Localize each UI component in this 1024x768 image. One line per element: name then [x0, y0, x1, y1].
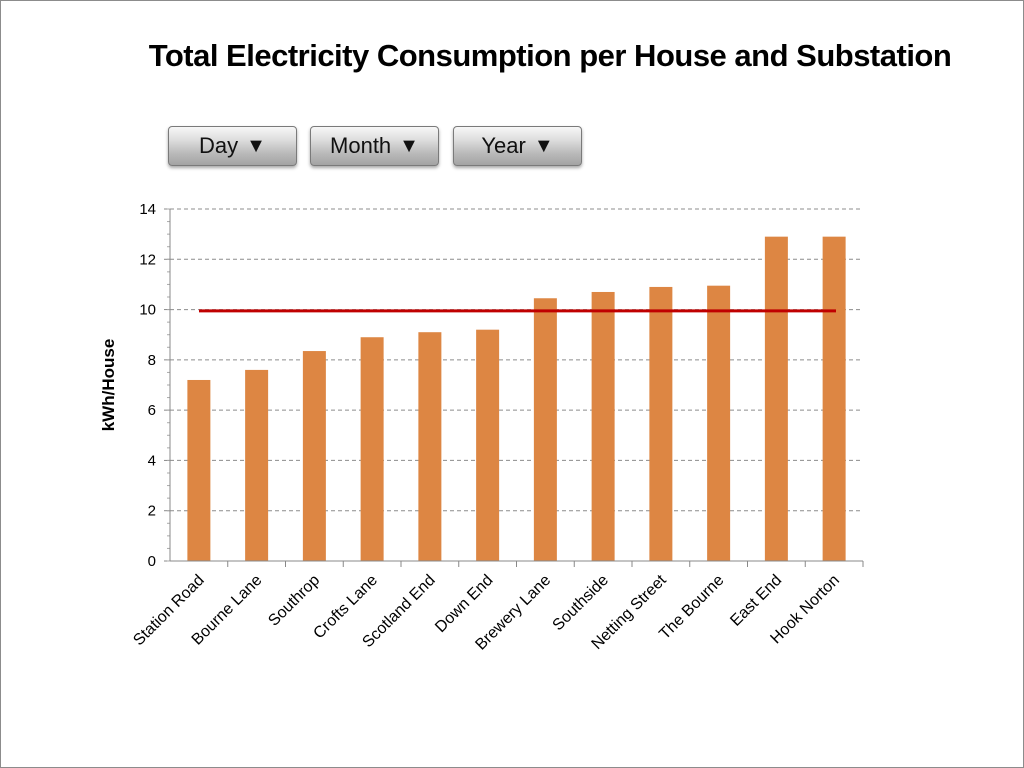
x-tick-label: East End: [727, 572, 785, 630]
y-tick-label: 12: [139, 251, 156, 268]
x-tick-label: Southside: [550, 572, 612, 634]
y-tick-label: 6: [148, 402, 156, 419]
y-tick-label: 2: [148, 503, 156, 520]
triangle-down-icon: ▼: [246, 134, 266, 157]
x-tick-label: Southrop: [265, 572, 323, 630]
bar: [533, 298, 557, 561]
y-tick-labels: 0 2 4 6 8 10 12 14: [139, 201, 156, 570]
bar: [418, 332, 442, 561]
bar: [476, 329, 500, 561]
chart-title: Total Electricity Consumption per House …: [148, 38, 952, 73]
bar: [764, 236, 788, 561]
y-axis-label: kWh/House: [99, 339, 118, 432]
month-button-label: Month: [330, 133, 392, 158]
bar: [245, 369, 269, 561]
y-tick-label: 10: [139, 302, 156, 319]
month-dropdown-button[interactable]: Month ▼: [310, 126, 439, 166]
year-button-label: Year: [481, 133, 526, 158]
bars: [187, 236, 846, 561]
y-tick-label: 4: [148, 452, 156, 469]
bar: [302, 351, 326, 561]
year-dropdown-button[interactable]: Year ▼: [453, 126, 582, 166]
day-dropdown-button[interactable]: Day ▼: [168, 126, 297, 166]
bar: [187, 379, 211, 561]
y-tick-label: 0: [148, 553, 156, 570]
axes: [164, 208, 864, 567]
bar: [649, 286, 673, 561]
triangle-down-icon: ▼: [533, 134, 554, 157]
day-button-label: Day: [199, 133, 239, 158]
bar: [707, 285, 731, 561]
gridlines: [170, 208, 863, 512]
bar: [591, 291, 615, 561]
bar: [360, 337, 384, 561]
bar: [822, 236, 846, 561]
y-tick-label: 8: [148, 352, 156, 369]
y-tick-label: 14: [139, 201, 156, 218]
triangle-down-icon: ▼: [399, 134, 419, 157]
